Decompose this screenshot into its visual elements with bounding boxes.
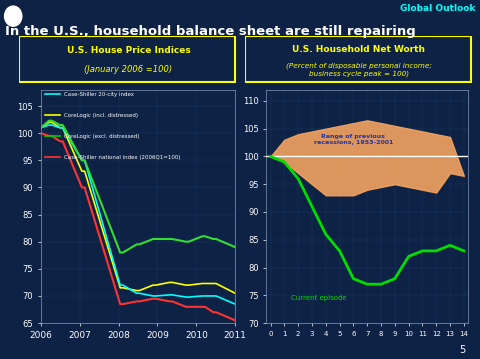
- Circle shape: [5, 6, 22, 26]
- Text: U.S. Household Net Worth: U.S. Household Net Worth: [292, 45, 425, 55]
- Text: (January 2006 =100): (January 2006 =100): [84, 65, 172, 74]
- Text: CoreLogic (incl. distressed): CoreLogic (incl. distressed): [64, 113, 138, 118]
- Text: Case-Shiller national index (2006Q1=100): Case-Shiller national index (2006Q1=100): [64, 155, 180, 160]
- Text: Global Outlook: Global Outlook: [400, 4, 475, 13]
- Text: 5: 5: [459, 345, 466, 355]
- Text: CoreLogic (excl. distressed): CoreLogic (excl. distressed): [64, 134, 140, 139]
- Text: Case-Shiller 20-city index: Case-Shiller 20-city index: [64, 92, 134, 97]
- Text: (Percent of disposable personal income;
business cycle peak = 100): (Percent of disposable personal income; …: [286, 62, 432, 76]
- Text: Range of previous
recessions, 1953-2001: Range of previous recessions, 1953-2001: [314, 134, 393, 145]
- Text: U.S. House Price Indices: U.S. House Price Indices: [67, 46, 190, 55]
- FancyBboxPatch shape: [19, 36, 235, 82]
- Text: In the U.S., household balance sheet are still repairing: In the U.S., household balance sheet are…: [5, 25, 416, 38]
- Text: Current episode: Current episode: [291, 295, 347, 301]
- FancyBboxPatch shape: [245, 36, 470, 82]
